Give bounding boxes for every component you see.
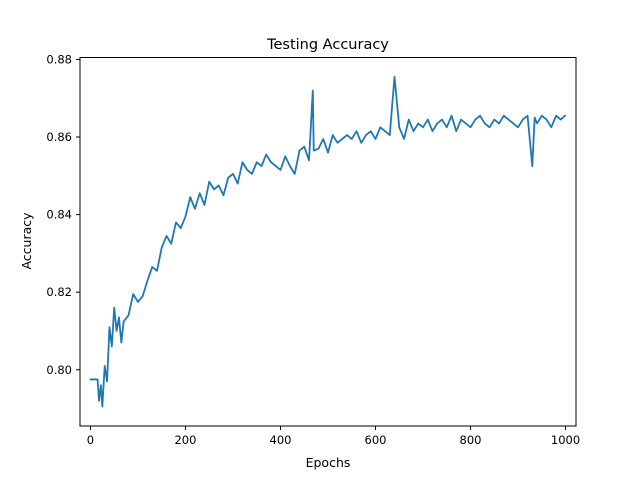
y-tick-label: 0.88 — [46, 52, 72, 66]
y-tick-label: 0.86 — [46, 130, 72, 144]
x-axis-label: Epochs — [306, 455, 351, 470]
x-tick-label: 800 — [460, 433, 482, 447]
x-tick-label: 0 — [87, 433, 94, 447]
plot-frame — [79, 57, 577, 427]
y-tick-label: 0.82 — [46, 285, 72, 299]
y-tick-label: 0.84 — [46, 208, 72, 222]
x-tick-label: 200 — [174, 433, 196, 447]
x-tick-label: 400 — [270, 433, 292, 447]
x-tick-label: 1000 — [551, 433, 580, 447]
series-line — [89, 75, 566, 408]
y-tick-label: 0.80 — [46, 363, 72, 377]
x-tick-label: 600 — [365, 433, 387, 447]
chart-title: Testing Accuracy — [266, 37, 389, 53]
y-axis-label: Accuracy — [19, 212, 34, 270]
